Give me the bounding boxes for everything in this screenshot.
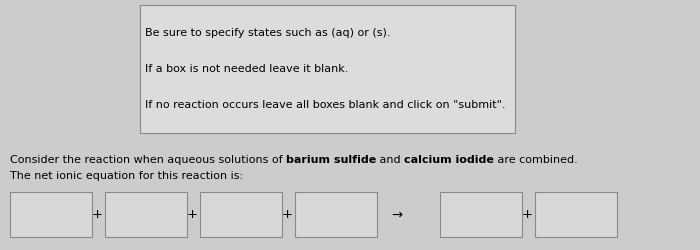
- Bar: [105, 192, 187, 237]
- Text: →: →: [391, 208, 402, 222]
- Text: +: +: [92, 208, 102, 222]
- Bar: [440, 192, 522, 237]
- Text: barium sulfide: barium sulfide: [286, 155, 377, 165]
- Bar: [295, 192, 377, 237]
- Text: If no reaction occurs leave all boxes blank and click on "submit".: If no reaction occurs leave all boxes bl…: [145, 100, 505, 110]
- Text: The net ionic equation for this reaction is:: The net ionic equation for this reaction…: [10, 171, 243, 181]
- Text: Be sure to specify states such as (aq) or (s).: Be sure to specify states such as (aq) o…: [145, 28, 391, 38]
- Text: are combined.: are combined.: [494, 155, 578, 165]
- Text: Consider the reaction when aqueous solutions of: Consider the reaction when aqueous solut…: [10, 155, 286, 165]
- Bar: [140, 5, 515, 133]
- Text: +: +: [522, 208, 533, 222]
- Text: +: +: [281, 208, 293, 222]
- Text: calcium iodide: calcium iodide: [405, 155, 494, 165]
- Text: If a box is not needed leave it blank.: If a box is not needed leave it blank.: [145, 64, 349, 74]
- Text: +: +: [186, 208, 197, 222]
- Bar: [535, 192, 617, 237]
- Bar: [200, 192, 282, 237]
- Bar: [10, 192, 92, 237]
- Text: and: and: [377, 155, 405, 165]
